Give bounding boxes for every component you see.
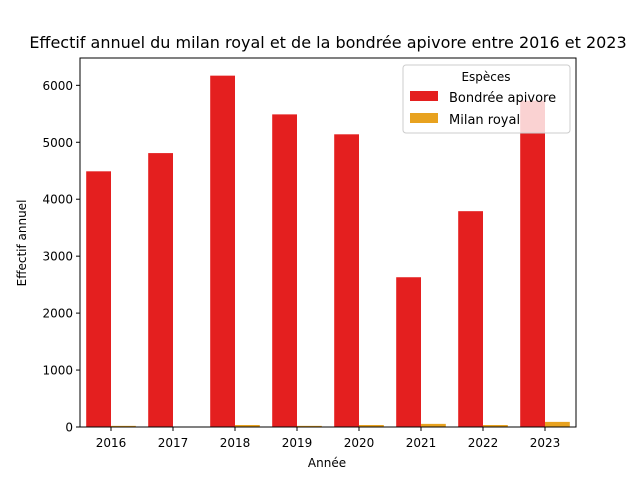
y-axis-label: Effectif annuel [15,200,29,287]
x-tick-label: 2020 [344,436,375,450]
y-tick-label: 2000 [42,307,73,321]
x-tick-label: 2021 [406,436,437,450]
bar-bondr-e-apivore-2021 [396,277,421,427]
legend-label-bondree: Bondrée apivore [449,91,556,106]
plot-frame [79,57,577,428]
bar-milan-royal-2018 [235,425,260,427]
bar-bondr-e-apivore-2023 [520,100,545,428]
bar-bondr-e-apivore-2018 [210,75,235,428]
bar-milan-royal-2020 [359,425,384,427]
x-tick-label: 2016 [96,436,127,450]
y-tick-label: 6000 [42,79,73,93]
bar-bondr-e-apivore-2017 [148,153,173,427]
bar-bondr-e-apivore-2020 [334,134,359,427]
x-axis-label: Année [308,456,346,470]
y-tick-label: 3000 [42,250,73,264]
x-tick-label: 2019 [282,436,313,450]
y-tick-label: 4000 [42,193,73,207]
legend-frame [402,64,571,134]
bar-bondr-e-apivore-2022 [458,211,483,427]
x-tick-label: 2018 [220,436,251,450]
bar-milan-royal-2019 [297,425,322,427]
legend-title: Espèces [461,70,510,84]
bar-milan-royal-2023 [545,421,570,428]
axes: 0 1000 2000 3000 4000 5000 6000 2016 2017 2018 201… [42,57,577,450]
plot-area [86,75,570,428]
bar-bondr-e-apivore-2016 [86,171,111,427]
x-tick-label: 2017 [158,436,189,450]
bar-milan-royal-2021 [421,423,446,427]
chart-title: Effectif annuel du milan royal et de la … [29,33,626,52]
x-tick-label: 2022 [468,436,499,450]
legend-label-milan: Milan royal [449,113,520,128]
y-tick-label: 0 [65,421,73,435]
bar-milan-royal-2016 [111,425,136,427]
bar-bondr-e-apivore-2019 [272,114,297,428]
bar-milan-royal-2022 [483,425,508,427]
legend: Espèces Bondrée apivore Milan royal [402,64,571,134]
x-tick-label: 2023 [530,436,561,450]
y-tick-label: 1000 [42,364,73,378]
legend-swatch-milan [410,113,438,123]
y-tick-label: 5000 [42,136,73,150]
legend-swatch-bondree [410,91,438,101]
